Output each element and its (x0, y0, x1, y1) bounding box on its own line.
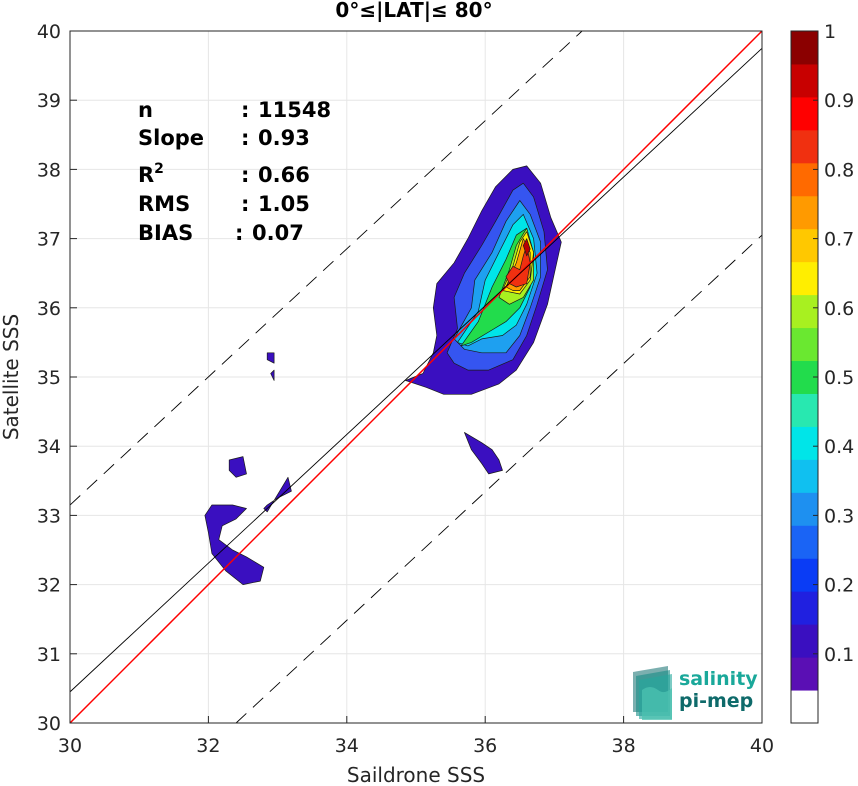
colorbar-tick-label: 0.3 (824, 505, 854, 527)
stat-slope-sep: : (241, 126, 249, 150)
stat-slope-value: 0.93 (258, 126, 310, 150)
colorbar-segment (791, 525, 818, 559)
colorbar-segment (791, 591, 818, 625)
colorbar-segment (791, 228, 818, 263)
stat-n-value: 11548 (258, 98, 331, 122)
x-axis-ticks: 30 32 34 36 38 40 (58, 716, 774, 757)
colorbar-tick-label: 0.1 (824, 644, 854, 666)
y-axis-label: Satellite SSS (0, 314, 23, 440)
regression-line (69, 47, 763, 693)
logo-line-1: salinity (679, 668, 758, 690)
stat-r2-value: 0.66 (258, 163, 310, 187)
salinity-pimep-logo: salinity pi-mep (633, 666, 758, 720)
x-tick-label: 30 (58, 735, 82, 757)
plot-area: 30 32 34 36 38 40 30 31 32 33 34 35 36 37 38 39 40 (37, 21, 774, 757)
colorbar-segments (791, 31, 818, 724)
colorbar: 0.1 0.2 0.3 0.4 0.5 0.6 0.7 0.8 0.9 1 (790, 21, 854, 724)
colorbar-segment (791, 657, 818, 691)
colorbar-tick-label: 0.8 (824, 159, 854, 181)
stat-r2-label: R2 (138, 161, 164, 187)
stat-slope-label: Slope (138, 126, 204, 150)
density-contour-0_05 (266, 352, 275, 364)
colorbar-tick-label: 0.9 (824, 90, 854, 112)
colorbar-segment (791, 690, 818, 724)
colorbar-tick-label: 0.5 (824, 367, 854, 389)
y-tick-label: 37 (37, 229, 61, 251)
colorbar-segment (791, 294, 818, 329)
x-tick-label: 36 (473, 735, 497, 757)
density-contour-0_05 (204, 504, 265, 585)
density-contour-0_05 (263, 476, 292, 513)
stat-rms-sep: : (241, 192, 249, 216)
stat-r2-sep: : (241, 163, 249, 187)
stat-rms-label: RMS (138, 192, 190, 216)
x-tick-label: 38 (612, 735, 636, 757)
stat-n-sep: : (241, 98, 249, 122)
upper-bound-line (69, 30, 583, 506)
stat-bias-label: BIAS (138, 221, 193, 245)
stats-box: n : 11548 Slope : 0.93 R2 : 0.66 RMS : 1… (138, 98, 331, 245)
colorbar-tick-label: 0.4 (824, 436, 854, 458)
colorbar-segment (791, 426, 818, 460)
colorbar-segment (791, 129, 818, 164)
y-tick-label: 32 (37, 575, 61, 597)
y-tick-label: 38 (37, 159, 61, 181)
x-tick-label: 34 (335, 735, 359, 757)
x-axis-label: Saildrone SSS (347, 763, 485, 786)
colorbar-segment (791, 459, 818, 493)
stat-rms-value: 1.05 (258, 192, 310, 216)
colorbar-tick-label: 0.2 (824, 575, 854, 597)
y-tick-label: 39 (37, 90, 61, 112)
colorbar-segment (791, 162, 818, 197)
lower-bound-line (235, 234, 763, 724)
y-tick-label: 33 (37, 505, 61, 527)
y-tick-label: 35 (37, 367, 61, 389)
colorbar-segment (791, 63, 818, 98)
x-tick-label: 32 (196, 735, 220, 757)
stat-bias-value: 0.07 (252, 221, 304, 245)
colorbar-segment (791, 327, 818, 362)
density-contour-0_05 (464, 432, 503, 475)
y-tick-label: 31 (37, 644, 61, 666)
colorbar-segment (791, 195, 818, 230)
density-contour-0_05 (228, 456, 247, 478)
density-contour-0_95 (522, 238, 531, 257)
stat-r2-superscript: 2 (154, 161, 164, 177)
colorbar-segment (791, 624, 818, 658)
chart-title: 0°≤|LAT|≤ 80° (335, 0, 492, 22)
colorbar-tick-label: 0.7 (824, 229, 854, 251)
y-axis-ticks: 30 31 32 33 34 35 36 37 38 39 40 (37, 21, 77, 735)
colorbar-tick-label: 1 (824, 21, 836, 43)
colorbar-segment (791, 96, 818, 131)
colorbar-tick-label: 0.6 (824, 298, 854, 320)
colorbar-ticks: 0.1 0.2 0.3 0.4 0.5 0.6 0.7 0.8 0.9 1 (813, 21, 854, 666)
x-tick-label: 40 (750, 735, 774, 757)
density-contours (204, 165, 562, 585)
stat-bias-sep: : (235, 221, 243, 245)
y-tick-label: 30 (37, 713, 61, 735)
colorbar-segment (791, 261, 818, 296)
reference-lines (69, 30, 763, 724)
wave-layers-icon (633, 666, 672, 720)
one-to-one-line (69, 30, 763, 724)
y-tick-label: 36 (37, 298, 61, 320)
logo-line-2: pi-mep (679, 690, 753, 712)
colorbar-segment (791, 492, 818, 526)
colorbar-segment (791, 393, 818, 427)
stat-n-label: n (138, 98, 153, 122)
density-contour-0_85 (505, 245, 531, 288)
y-tick-label: 34 (37, 436, 61, 458)
y-tick-label: 40 (37, 21, 61, 43)
colorbar-segment (791, 31, 818, 65)
colorbar-segment (791, 558, 818, 592)
density-contour-0_05 (270, 369, 275, 381)
